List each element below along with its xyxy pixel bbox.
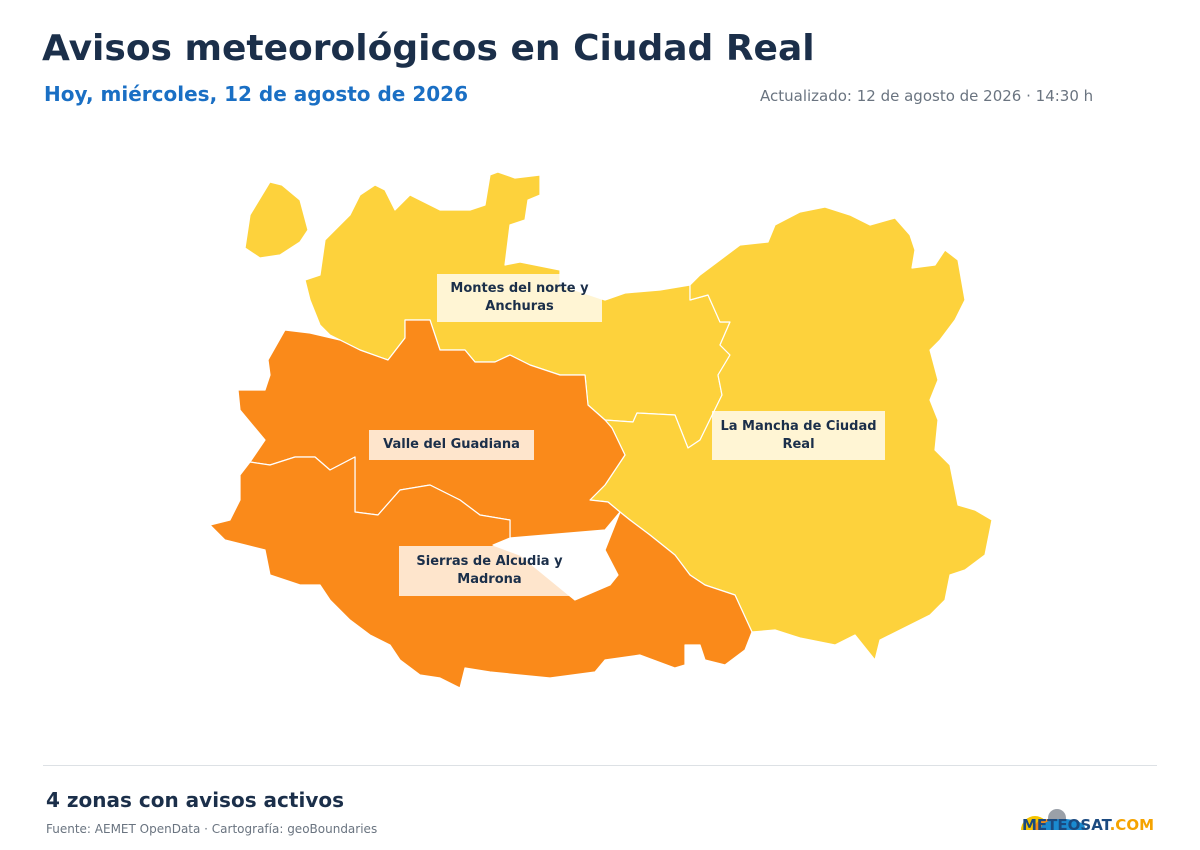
subtitle: Hoy, miércoles, 12 de agosto de 2026: [44, 82, 468, 106]
logo-name: METEOSAT: [1022, 816, 1110, 834]
zone-label: La Mancha de Ciudad Real: [712, 411, 885, 460]
updated-time: Actualizado: 12 de agosto de 2026 · 14:3…: [760, 87, 1094, 105]
logo-icon: [1013, 809, 1093, 836]
zone-area[interactable]: [244, 181, 309, 259]
logo-suffix: .COM: [1109, 816, 1154, 834]
zone-label: Sierras de Alcudia y Madrona: [399, 546, 580, 596]
summary: 4 zonas con avisos activos: [46, 788, 345, 812]
zone-label: Valle del Guadiana: [369, 430, 534, 460]
map: [209, 171, 993, 689]
divider: [43, 765, 1157, 766]
source: Fuente: AEMET OpenData · Cartografía: ge…: [46, 822, 378, 836]
zone-label: Montes del norte y Anchuras: [437, 274, 602, 322]
title: Avisos meteorológicos en Ciudad Real: [42, 28, 815, 69]
logo-text: METEOSAT.COM: [1022, 816, 1154, 834]
